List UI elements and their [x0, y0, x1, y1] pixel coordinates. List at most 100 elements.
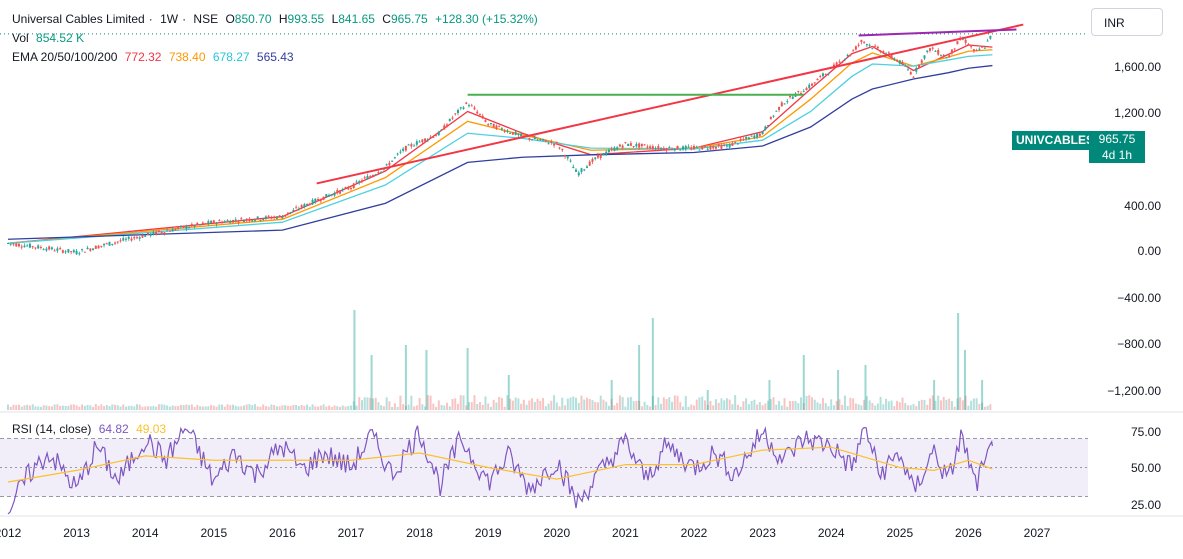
candle-body: [133, 237, 136, 239]
volume-spike-bar: [802, 355, 805, 410]
volume-bar: [399, 395, 402, 410]
candle-body: [553, 143, 556, 146]
symbol-legend[interactable]: Universal Cables Limited · 1W · NSE O850.7…: [12, 12, 538, 26]
ema-line-100: [7, 54, 993, 244]
candle-body: [108, 241, 111, 246]
candle-body: [945, 57, 948, 59]
candle-body: [160, 232, 163, 234]
rsi-pane: [0, 425, 1088, 515]
candle-body: [816, 78, 819, 81]
volume-bar: [67, 405, 70, 410]
candle-body: [100, 245, 103, 247]
volume-bar: [179, 404, 182, 410]
volume-bar: [347, 406, 350, 410]
candle-body: [654, 148, 657, 150]
volume-bar: [333, 405, 336, 410]
volume-pane: [7, 310, 992, 410]
time-axis-label: 2022: [681, 526, 708, 540]
volume-bar: [983, 406, 986, 410]
volume-bar: [86, 404, 89, 410]
volume-bar: [654, 405, 657, 410]
currency-button[interactable]: INR: [1091, 8, 1163, 36]
volume-bar: [45, 405, 48, 410]
candle-body: [168, 230, 171, 232]
candle-body: [684, 146, 687, 150]
volume-bar: [245, 404, 248, 410]
ema-legend[interactable]: EMA 20/50/100/200 772.32 738.40 678.27 5…: [12, 50, 298, 64]
candle-body: [981, 46, 984, 48]
volume-bar: [437, 400, 440, 410]
volume-bar: [237, 406, 240, 410]
volume-bar: [934, 400, 937, 410]
candle-body: [547, 143, 550, 145]
volume-bar: [229, 405, 232, 410]
volume-bar: [149, 406, 152, 410]
volume-bar: [819, 403, 822, 410]
candle-body: [687, 146, 690, 148]
candle-body: [473, 107, 476, 110]
interval-label[interactable]: 1W: [160, 12, 179, 26]
ema-line-50: [7, 49, 993, 244]
volume-bar: [53, 404, 56, 410]
candle-body: [341, 189, 344, 191]
candle-body: [130, 238, 133, 241]
volume-bar: [531, 398, 534, 410]
rsi-legend[interactable]: RSI (14, close) 64.82 49.03: [12, 422, 170, 436]
symbol-name[interactable]: Universal Cables Limited: [12, 12, 145, 26]
volume-bar: [59, 405, 62, 410]
candle-body: [937, 50, 940, 55]
volume-bar: [703, 400, 706, 410]
volume-bar: [945, 399, 948, 410]
candle-body: [179, 226, 182, 228]
volume-value: 854.52 K: [36, 31, 85, 45]
volume-bar: [421, 404, 424, 410]
ema-50-value: 738.40: [168, 50, 206, 64]
candle-body: [75, 251, 78, 255]
volume-bar: [525, 404, 528, 410]
volume-bar: [61, 405, 64, 410]
volume-bar: [465, 405, 468, 410]
volume-bar: [135, 404, 138, 410]
candle-body: [330, 194, 333, 196]
candle-body: [514, 131, 517, 135]
volume-bar: [915, 405, 918, 410]
volume-bar: [986, 405, 989, 410]
candle-body: [297, 208, 300, 210]
candle-body: [31, 246, 34, 248]
candle-body: [745, 137, 748, 139]
candle-body: [898, 60, 901, 64]
time-axis-label: 2012: [0, 526, 22, 540]
volume-bar: [852, 398, 855, 410]
volume-bar: [690, 404, 693, 410]
volume-legend[interactable]: Vol 854.52 K: [12, 31, 88, 45]
candle-body: [657, 146, 660, 150]
volume-bar: [330, 406, 333, 410]
volume-bar: [629, 396, 632, 410]
candle-body: [83, 251, 86, 253]
volume-bar: [838, 399, 841, 410]
candle-body: [28, 243, 31, 248]
volume-bar: [698, 397, 701, 410]
volume-bar: [802, 403, 805, 410]
volume-bar: [407, 404, 410, 410]
volume-bar: [542, 397, 545, 410]
volume-bar: [413, 406, 416, 410]
candle-body: [242, 220, 245, 222]
volume-bar: [70, 404, 73, 410]
candle-body: [890, 55, 893, 58]
volume-bar: [278, 406, 281, 410]
candle-body: [607, 149, 610, 153]
volume-bar: [613, 405, 616, 410]
candle-body: [753, 135, 756, 139]
price-axis: 1,600.00 1,200.00 400.00 0.00 −400.00 −800.00…: [1107, 60, 1161, 398]
volume-bar: [714, 399, 717, 410]
rsi-ma-line: [7, 446, 993, 483]
candle-body: [245, 218, 248, 221]
candle-body: [64, 251, 67, 253]
price-axis-label: −800.00: [1117, 337, 1161, 351]
candle-body: [67, 249, 70, 253]
volume-bar: [204, 406, 207, 410]
volume-bar: [975, 398, 978, 410]
volume-bar: [621, 397, 624, 410]
